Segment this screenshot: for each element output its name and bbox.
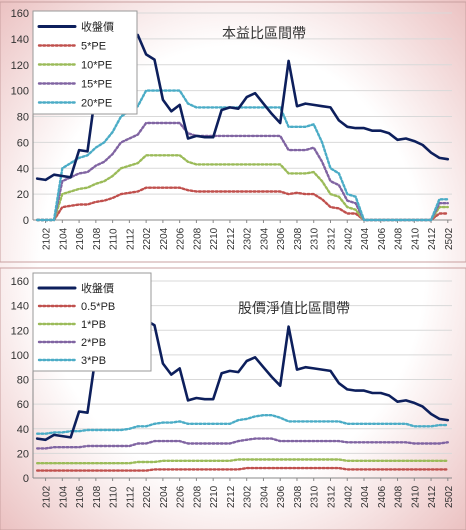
x-tick-label: 2212 bbox=[226, 227, 237, 250]
y-tick-label: 100 bbox=[11, 350, 29, 362]
x-tick-label: 2206 bbox=[176, 227, 187, 250]
x-tick-label: 2202 bbox=[142, 227, 153, 250]
y-tick-label: 20 bbox=[17, 189, 29, 201]
y-tick-label: 20 bbox=[17, 448, 29, 460]
x-tick-label: 2308 bbox=[293, 485, 304, 508]
x-tick-label: 2312 bbox=[326, 227, 337, 250]
legend-label: 15*PE bbox=[81, 79, 112, 91]
x-tick-label: 2410 bbox=[410, 485, 421, 508]
pb-band-chart: 0 20 40 60 80 100 120 140 160 2102 2104 2106 2108 211… bbox=[0, 267, 466, 530]
legend-label: 10*PE bbox=[81, 60, 112, 72]
x-tick-label: 2304 bbox=[259, 485, 270, 508]
y-tick-label: 0 bbox=[23, 473, 29, 485]
x-tick-label: 2406 bbox=[377, 485, 388, 508]
chart-title: 股價淨值比區間帶 bbox=[238, 300, 350, 316]
legend-label: 0.5*PB bbox=[81, 301, 115, 313]
legend-label: 1*PB bbox=[81, 319, 106, 331]
legend-label: 收盤價 bbox=[81, 20, 114, 34]
legend-label: 5*PE bbox=[81, 41, 106, 53]
x-tick-label: 2310 bbox=[310, 485, 321, 508]
y-tick-label: 60 bbox=[17, 399, 29, 411]
x-tick-label: 2502 bbox=[444, 227, 455, 250]
legend: 收盤價 0.5*PB 1*PB 2*PB 3*PB bbox=[32, 272, 152, 372]
series-line bbox=[36, 458, 449, 465]
chart-title: 本益比區間帶 bbox=[222, 25, 306, 41]
x-tick-label: 2402 bbox=[343, 227, 354, 250]
legend-label: 收盤價 bbox=[81, 281, 114, 295]
x-tick-label: 2208 bbox=[192, 227, 203, 250]
x-tick-label: 2202 bbox=[142, 485, 153, 508]
y-tick-label: 100 bbox=[11, 86, 29, 98]
legend-label: 3*PB bbox=[81, 355, 106, 367]
x-tick-label: 2306 bbox=[276, 485, 287, 508]
x-tick-label: 2112 bbox=[125, 486, 136, 508]
chart-frame bbox=[0, 1, 466, 263]
x-tick-label: 2204 bbox=[159, 227, 170, 250]
y-tick-label: 160 bbox=[11, 8, 29, 20]
x-tick-label: 2108 bbox=[92, 227, 103, 250]
y-tick-label: 60 bbox=[17, 137, 29, 149]
y-tick-label: 140 bbox=[11, 34, 29, 46]
x-tick-label: 2104 bbox=[58, 227, 69, 250]
x-tick-label: 2210 bbox=[209, 485, 220, 508]
legend: 收盤價 5*PE 10*PE 15*PE 20*PE bbox=[32, 10, 138, 115]
y-tick-label: 80 bbox=[17, 112, 29, 124]
series-line bbox=[36, 466, 449, 472]
x-tick-label: 2304 bbox=[259, 227, 270, 250]
series-line bbox=[36, 414, 449, 435]
x-tick-label: 2412 bbox=[427, 227, 438, 250]
y-tick-label: 120 bbox=[11, 60, 29, 72]
x-tick-label: 2106 bbox=[75, 227, 86, 250]
x-tick-label: 2106 bbox=[75, 485, 86, 508]
y-tick-label: 120 bbox=[11, 325, 29, 337]
x-tick-label: 2110 bbox=[109, 228, 120, 250]
legend-label: 2*PB bbox=[81, 337, 106, 349]
x-tick-label: 2204 bbox=[159, 485, 170, 508]
x-tick-label: 2104 bbox=[58, 485, 69, 508]
x-tick-label: 2210 bbox=[209, 227, 220, 250]
legend-box bbox=[32, 10, 138, 115]
y-tick-label: 40 bbox=[17, 424, 29, 436]
x-tick-label: 2306 bbox=[276, 227, 287, 250]
x-tick-label: 2110 bbox=[109, 486, 120, 508]
x-tick-label: 2404 bbox=[360, 227, 371, 250]
x-tick-label: 2502 bbox=[444, 485, 455, 508]
series-line bbox=[36, 437, 449, 450]
x-tick-label: 2406 bbox=[377, 227, 388, 250]
pe-band-chart: 0 20 40 60 80 100 120 140 160 2102 2104 2106 2108 211… bbox=[0, 1, 466, 263]
x-tick-label: 2206 bbox=[176, 485, 187, 508]
x-tick-label: 2408 bbox=[394, 227, 405, 250]
x-tick-label: 2402 bbox=[343, 485, 354, 508]
x-tick-label: 2408 bbox=[394, 485, 405, 508]
legend-label: 20*PE bbox=[81, 98, 112, 110]
x-tick-label: 2108 bbox=[92, 485, 103, 508]
chart-frame bbox=[0, 267, 466, 530]
x-tick-label: 2412 bbox=[427, 485, 438, 508]
series-line bbox=[36, 89, 449, 222]
y-tick-label: 0 bbox=[23, 215, 29, 227]
x-tick-label: 2208 bbox=[192, 485, 203, 508]
y-tick-label: 160 bbox=[11, 276, 29, 288]
x-tick-label: 2212 bbox=[226, 485, 237, 508]
x-tick-label: 2102 bbox=[42, 485, 53, 508]
x-tick-label: 2112 bbox=[125, 228, 136, 250]
x-tick-label: 2312 bbox=[326, 485, 337, 508]
x-tick-label: 2308 bbox=[293, 227, 304, 250]
y-tick-label: 80 bbox=[17, 375, 29, 387]
x-tick-label: 2410 bbox=[410, 227, 421, 250]
x-tick-label: 2302 bbox=[243, 227, 254, 250]
y-tick-label: 40 bbox=[17, 163, 29, 175]
x-tick-label: 2302 bbox=[243, 485, 254, 508]
x-tick-label: 2102 bbox=[42, 227, 53, 250]
x-tick-label: 2404 bbox=[360, 485, 371, 508]
x-tick-label: 2310 bbox=[310, 227, 321, 250]
plot-area: 0 20 40 60 80 100 120 140 160 2102 2104 2106 2108 211… bbox=[11, 8, 455, 250]
y-tick-label: 140 bbox=[11, 301, 29, 313]
